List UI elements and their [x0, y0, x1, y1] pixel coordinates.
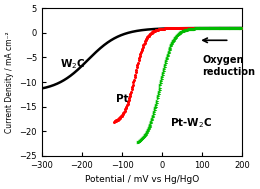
Text: Pt-W$_2$C: Pt-W$_2$C [170, 116, 212, 130]
Text: Pt: Pt [116, 94, 129, 104]
X-axis label: Potential / mV vs Hg/HgO: Potential / mV vs Hg/HgO [85, 175, 199, 184]
Text: Oxygen
reduction: Oxygen reduction [202, 55, 255, 77]
Text: W$_2$C: W$_2$C [60, 57, 85, 71]
Y-axis label: Current Density / mA cm⁻²: Current Density / mA cm⁻² [5, 31, 14, 133]
